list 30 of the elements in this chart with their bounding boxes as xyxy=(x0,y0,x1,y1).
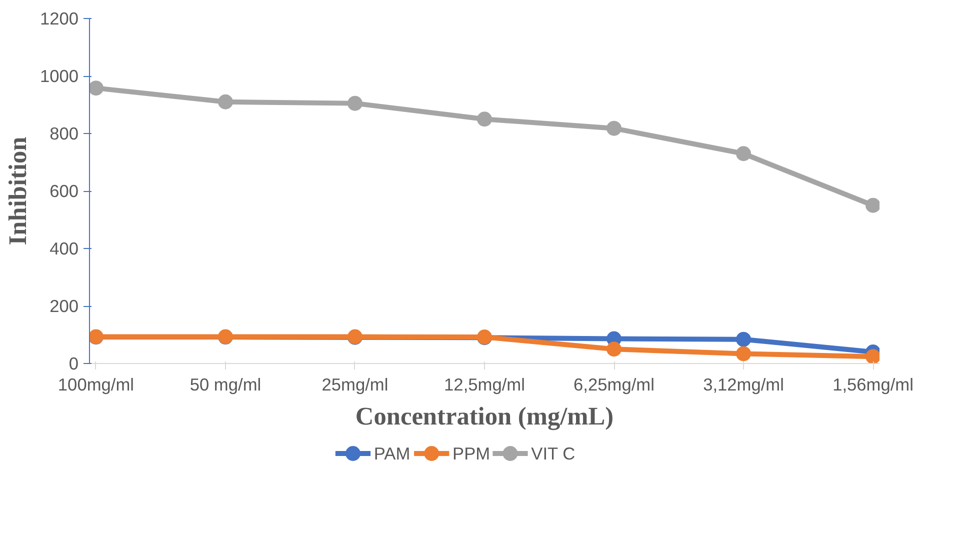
x-tick-label: 3,12mg/ml xyxy=(703,374,784,394)
y-tick-label: 200 xyxy=(50,296,79,316)
x-tick-label: 1,56mg/ml xyxy=(832,374,914,394)
point xyxy=(218,94,233,110)
point xyxy=(736,346,752,362)
x-tick-label: 6,25mg/ml xyxy=(574,374,654,394)
y-tick-label: 1000 xyxy=(40,66,79,86)
y-tick-label: 1200 xyxy=(40,8,79,28)
point xyxy=(736,146,752,162)
x-axis-title: Concentration (mg/mL) xyxy=(355,402,614,430)
point xyxy=(866,349,880,364)
point xyxy=(606,120,622,136)
point xyxy=(477,112,492,127)
y-axis-title: Inhibition xyxy=(4,136,32,246)
y-tick-label: 400 xyxy=(50,238,79,258)
y-tick-label: 800 xyxy=(50,124,79,144)
point xyxy=(90,80,104,96)
y-tick-label: 0 xyxy=(68,354,79,374)
legend-label: PAM xyxy=(374,444,410,464)
x-tick-label: 25mg/ml xyxy=(322,374,388,394)
x-tick-label: 12,5mg/ml xyxy=(444,374,525,394)
point xyxy=(606,342,622,357)
point xyxy=(736,332,752,347)
x-tick-label: 100mg/ml xyxy=(58,374,134,394)
legend-label: VIT C xyxy=(531,444,576,464)
point xyxy=(347,96,362,111)
legend-label: PPM xyxy=(452,444,490,464)
x-tick-label: 50 mg/ml xyxy=(190,374,262,394)
y-tick-label: 600 xyxy=(50,181,79,201)
point xyxy=(866,198,880,213)
